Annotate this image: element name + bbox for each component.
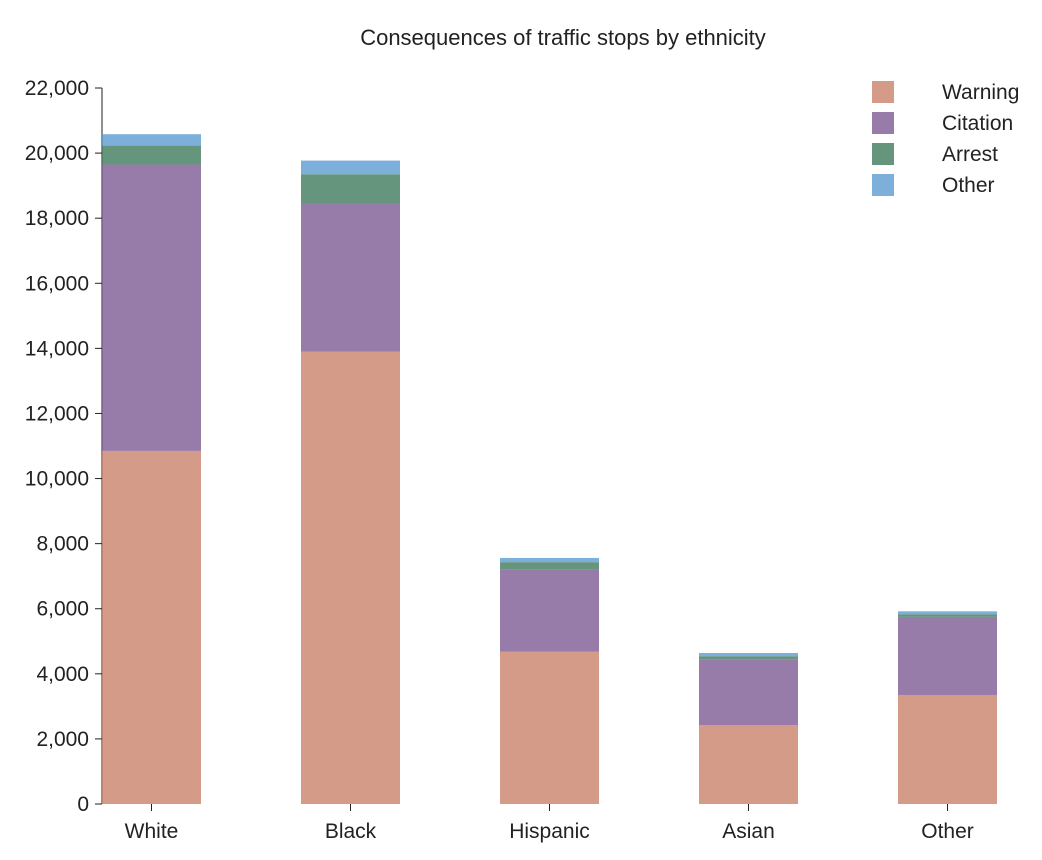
bar-segment-citation-asian (699, 659, 798, 726)
bar-segment-other-white (102, 134, 201, 146)
bar-segment-arrest-asian (699, 656, 798, 660)
legend-label-other: Other (942, 174, 995, 197)
x-tick-label: Hispanic (509, 820, 590, 843)
bar-segment-other-asian (699, 652, 798, 657)
legend-label-warning: Warning (942, 81, 1019, 104)
legend-label-citation: Citation (942, 112, 1013, 135)
bar-segment-warning-white (102, 450, 201, 804)
bar-segment-warning-other (898, 694, 997, 804)
bar-segment-citation-white (102, 164, 201, 451)
y-tick-label: 20,000 (25, 142, 89, 165)
x-tick-label: White (125, 820, 179, 843)
legend-swatch-arrest (872, 143, 894, 165)
bar-segment-warning-hispanic (500, 651, 599, 804)
y-tick-label: 6,000 (36, 598, 89, 621)
legend-swatch-warning (872, 81, 894, 103)
legend-label-arrest: Arrest (942, 143, 998, 166)
bar-segment-other-other (898, 611, 997, 615)
bar-segment-warning-black (301, 351, 400, 804)
y-tick-label: 10,000 (25, 468, 89, 491)
legend: Warning Citation Arrest Other (872, 81, 1019, 197)
y-tick-label: 0 (77, 793, 89, 816)
y-tick-label: 12,000 (25, 402, 89, 425)
bars (102, 134, 997, 804)
y-tick-label: 8,000 (36, 533, 89, 556)
bar-segment-citation-black (301, 203, 400, 352)
x-tick-label: Other (921, 820, 974, 843)
x-axis: White Black Hispanic Asian Other (125, 804, 974, 843)
y-tick-label: 4,000 (36, 663, 89, 686)
y-tick-label: 18,000 (25, 207, 89, 230)
x-tick-label: Black (325, 820, 377, 843)
legend-swatch-other (872, 174, 894, 196)
bar-segment-warning-asian (699, 725, 798, 804)
bar-segment-other-black (301, 160, 400, 175)
y-tick-label: 2,000 (36, 728, 89, 751)
bar-segment-other-hispanic (500, 557, 599, 563)
y-axis: 0 2,000 4,000 6,000 8,000 10,000 12,000 14,000 1… (25, 77, 102, 816)
y-tick-label: 22,000 (25, 77, 89, 100)
x-tick-label: Asian (722, 820, 775, 843)
y-tick-label: 16,000 (25, 272, 89, 295)
bar-segment-arrest-white (102, 145, 201, 165)
y-tick-label: 14,000 (25, 337, 89, 360)
bar-segment-citation-hispanic (500, 569, 599, 652)
bar-segment-arrest-other (898, 614, 997, 617)
legend-swatch-citation (872, 112, 894, 134)
bar-segment-citation-other (898, 616, 997, 695)
chart-title: Consequences of traffic stops by ethnici… (360, 25, 766, 50)
bar-segment-arrest-hispanic (500, 562, 599, 570)
bar-segment-arrest-black (301, 174, 400, 204)
